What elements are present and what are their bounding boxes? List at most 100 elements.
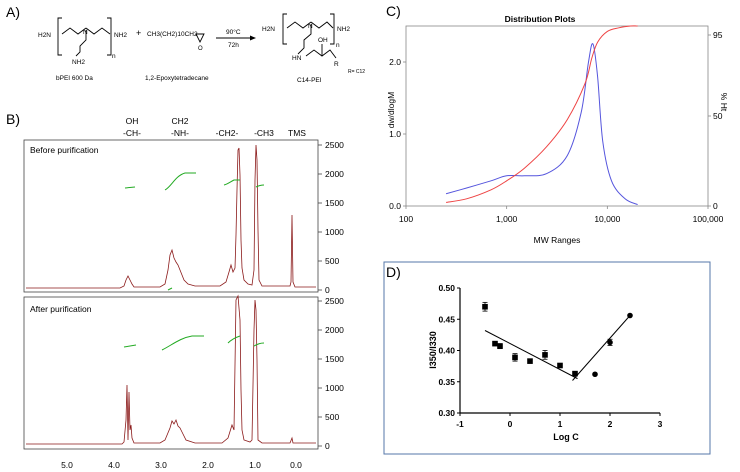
product-oh: OH [318, 37, 328, 44]
top-integrals [124, 172, 265, 291]
product-n: N [308, 23, 313, 30]
top-y-tick-2500: 2500 [325, 140, 344, 150]
top-y-tick-2000: 2000 [325, 169, 344, 179]
panel-a: A) H2N N NH2 n NH2 bPEI 600 Da + CH3(CH2… [6, 4, 365, 84]
bottom-y-axis: 0 500 1000 1500 2000 2500 [318, 296, 344, 451]
peak-label-oh-top: OH [126, 116, 139, 126]
chart-c-y-left-tick-label: 2.0 [389, 57, 401, 67]
bottom-y-tick-0: 0 [325, 441, 330, 451]
chart-c-y-right-tick-label: 95 [713, 30, 723, 40]
x-tick-1: 1.0 [249, 460, 261, 470]
chart-d-y-tick-label: 0.45 [438, 314, 455, 324]
epoxide-ring [195, 33, 205, 44]
product-nh2: NH2 [337, 26, 350, 33]
chart-d-x-tick-label: -1 [456, 419, 464, 429]
chart-d-xlabel: Log C [553, 432, 579, 442]
chart-d-points [482, 301, 633, 378]
panel-c: C) Distribution Plots dw/dlogM % Ht MW R… [386, 3, 729, 245]
x-tick-3: 3.0 [155, 460, 167, 470]
bpei-nh2-bottom: NH2 [72, 59, 85, 66]
chart-c-x-tick-label: 100,000 [693, 214, 724, 224]
peak-labels: OH -CH- CH2 -NH- -CH2- -CH3 TMS [123, 116, 306, 138]
peak-label-nh: -NH- [171, 128, 189, 138]
x-tick-2: 2.0 [202, 460, 214, 470]
chart-d-point-square [572, 370, 578, 377]
epoxide-o: O [198, 46, 203, 52]
panel-b: B) OH -CH- CH2 -NH- -CH2- -CH3 TMS Befor… [6, 111, 344, 470]
product-name: C14-PEI [297, 77, 322, 84]
bpei-h2n: H2N [38, 32, 51, 39]
bottom-y-tick-1000: 1000 [325, 383, 344, 393]
chart-d-x-tick-label: 2 [608, 419, 613, 429]
peak-label-tms: TMS [288, 128, 306, 138]
chart-c-y-right-tick-label: 50 [713, 111, 723, 121]
chart-d-fit-line-0 [484, 330, 578, 380]
panel-d-label: D) [386, 264, 401, 280]
chart-c-series-line-0 [445, 43, 638, 206]
reaction-time: 72h [228, 42, 239, 49]
product-r: R [334, 61, 339, 68]
x-tick-4: 4.0 [108, 460, 120, 470]
plus-sign: + [136, 28, 141, 38]
bpei-structure [57, 17, 112, 57]
panel-d-border [383, 261, 711, 455]
product-h2n: H2N [262, 26, 275, 33]
chart-d-fit-lines [484, 315, 631, 381]
bpei-n-sub: n [112, 53, 116, 60]
chart-d-point-circle [627, 312, 633, 319]
top-y-tick-1500: 1500 [325, 198, 344, 208]
panel-c-label: C) [386, 3, 401, 19]
chart-c-frame [405, 25, 709, 207]
product-structure [282, 13, 337, 59]
chart-d-y-tick-label: 0.40 [438, 346, 455, 356]
chart-c-y-left-tick-label: 0.0 [389, 201, 401, 211]
peak-label-ch: -CH- [123, 128, 141, 138]
chart-d-point-square [482, 303, 488, 310]
chart-d-y-tick-label: 0.30 [438, 408, 455, 418]
chart-d-x-tick-label: 1 [558, 419, 563, 429]
chart-d-point-circle [592, 371, 598, 378]
top-y-tick-0: 0 [325, 285, 330, 295]
chart-c-x-tick-label: 1,000 [496, 214, 518, 224]
reaction-arrow [216, 35, 256, 41]
panel-b-label: B) [6, 111, 20, 127]
bottom-y-tick-500: 500 [325, 412, 339, 422]
panel-d: D) I350/I330 Log C -1 0 1 2 3 0.30 0.35 0.40 0.4… [383, 261, 711, 455]
r-definition: R= C12 [348, 69, 365, 75]
chart-d-x-tick-label: 3 [658, 419, 663, 429]
chart-c-title: Distribution Plots [505, 14, 576, 24]
chart-c-ylabel-right: % Ht [719, 93, 729, 112]
chart-d-ylabel: I350/I330 [428, 331, 438, 369]
chart-c-y-right-tick-label: 0 [713, 201, 718, 211]
chart-d-point-square [527, 358, 533, 364]
chart-d-fit-line-1 [572, 315, 631, 381]
chart-d-axes: -1 0 1 2 3 0.30 0.35 0.40 0.45 0.50 [438, 283, 662, 429]
bpei-n: N [83, 29, 88, 36]
peak-label-ch2-top: CH2 [171, 116, 188, 126]
top-y-axis: 0 500 1000 1500 2000 2500 [318, 140, 344, 295]
panel-a-label: A) [6, 4, 20, 20]
bottom-integrals [123, 335, 265, 351]
chart-d-y-tick-label: 0.50 [438, 283, 455, 293]
top-y-tick-500: 500 [325, 256, 339, 266]
peak-label-ch2: -CH2- [216, 128, 239, 138]
bottom-y-tick-2500: 2500 [325, 296, 344, 306]
chart-d-point-square [557, 362, 563, 369]
chart-c-xlabel: MW Ranges [534, 235, 581, 245]
chart-c-ylabel-left: dw/dlogM [386, 92, 396, 128]
bpei-name: bPEI 600 Da [56, 75, 93, 82]
bottom-spectrum-frame [23, 296, 319, 450]
bottom-spectrum-title: After purification [30, 304, 92, 314]
chart-d-point-circle [607, 339, 613, 346]
top-spectrum-frame [23, 139, 319, 293]
chart-c-ticks: 100 1,000 10,000 100,000 0.0 1.0 2.0 0 50 95 [389, 30, 723, 224]
top-y-tick-1000: 1000 [325, 227, 344, 237]
chart-d-point-square [542, 352, 548, 358]
nmr-x-axis: 5.0 4.0 3.0 2.0 1.0 0.0 [61, 460, 302, 470]
bpei-nh2: NH2 [114, 32, 127, 39]
chart-d-point-square [512, 354, 518, 361]
product-n-sub: n [336, 42, 340, 49]
chart-c-x-tick-label: 100 [399, 214, 413, 224]
peak-label-ch3: -CH3 [254, 128, 274, 138]
